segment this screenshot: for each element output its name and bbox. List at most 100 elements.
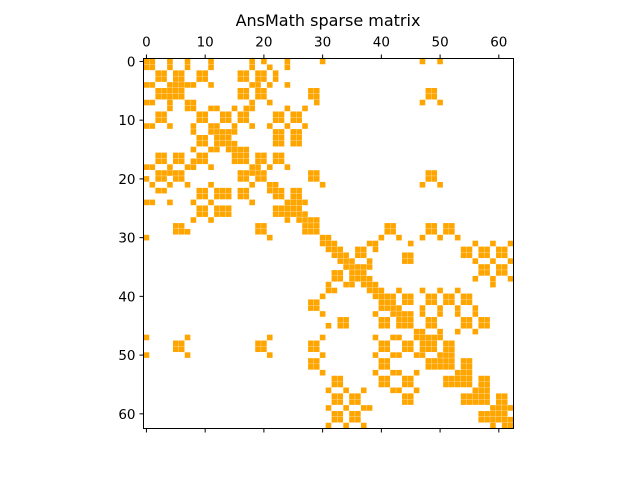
nonzero-marker <box>443 358 449 364</box>
nonzero-marker <box>225 140 232 147</box>
nonzero-marker <box>237 70 244 76</box>
nonzero-marker <box>501 411 508 417</box>
nonzero-marker <box>308 358 314 364</box>
nonzero-marker <box>390 369 396 376</box>
nonzero-marker <box>402 322 408 329</box>
nonzero-marker <box>190 123 197 129</box>
nonzero-marker <box>308 93 314 100</box>
nonzero-marker <box>325 287 332 294</box>
nonzero-marker <box>437 58 443 65</box>
nonzero-marker <box>202 70 208 76</box>
nonzero-marker <box>384 340 391 347</box>
nonzero-marker <box>355 270 361 276</box>
nonzero-marker <box>490 240 496 247</box>
nonzero-marker <box>407 399 414 405</box>
nonzero-marker <box>466 399 473 405</box>
nonzero-marker <box>331 411 338 417</box>
nonzero-marker <box>425 299 432 306</box>
nonzero-marker <box>313 170 320 176</box>
nonzero-marker <box>208 82 214 88</box>
nonzero-marker <box>278 111 285 118</box>
nonzero-marker <box>466 381 473 388</box>
nonzero-marker <box>396 369 402 376</box>
nonzero-marker <box>149 199 156 206</box>
nonzero-marker <box>496 246 502 253</box>
nonzero-marker <box>425 176 432 182</box>
nonzero-marker <box>472 240 479 247</box>
nonzero-marker <box>425 317 432 323</box>
nonzero-marker <box>454 287 461 294</box>
nonzero-marker <box>302 123 308 129</box>
nonzero-marker <box>272 205 279 212</box>
nonzero-marker <box>255 228 261 235</box>
nonzero-marker <box>196 205 203 212</box>
y-tick-label: 40 <box>118 289 135 305</box>
nonzero-marker <box>396 305 402 311</box>
nonzero-marker <box>396 311 402 317</box>
nonzero-marker <box>261 152 267 159</box>
nonzero-marker <box>284 164 291 170</box>
nonzero-marker <box>407 393 414 399</box>
nonzero-marker <box>167 58 173 65</box>
nonzero-marker <box>290 111 297 118</box>
nonzero-marker <box>167 93 173 100</box>
nonzero-marker <box>425 322 432 329</box>
nonzero-marker <box>425 223 432 229</box>
nonzero-marker <box>272 158 279 165</box>
nonzero-marker <box>384 223 391 229</box>
nonzero-marker <box>425 358 432 364</box>
nonzero-marker <box>402 393 408 399</box>
nonzero-marker <box>413 352 420 358</box>
nonzero-marker <box>173 88 179 94</box>
nonzero-marker <box>390 228 396 235</box>
nonzero-marker <box>272 193 279 200</box>
nonzero-marker <box>325 322 332 329</box>
nonzero-marker <box>484 416 490 423</box>
nonzero-marker <box>219 111 226 118</box>
nonzero-marker <box>402 258 408 264</box>
nonzero-marker <box>243 105 250 112</box>
nonzero-marker <box>313 176 320 182</box>
nonzero-marker <box>331 287 338 294</box>
nonzero-marker <box>196 111 203 118</box>
nonzero-marker <box>337 381 344 388</box>
nonzero-marker <box>173 223 179 229</box>
nonzero-marker <box>272 187 279 194</box>
nonzero-marker <box>407 346 414 353</box>
nonzero-marker <box>155 117 161 123</box>
nonzero-marker <box>390 293 396 300</box>
nonzero-marker <box>184 99 191 106</box>
nonzero-marker <box>225 134 232 141</box>
nonzero-marker <box>507 405 514 411</box>
nonzero-marker <box>366 287 373 294</box>
nonzero-marker <box>407 340 414 347</box>
nonzero-marker <box>325 281 332 288</box>
nonzero-marker <box>290 140 297 147</box>
nonzero-marker <box>484 399 490 405</box>
nonzero-marker <box>272 129 279 135</box>
x-tick-label: 60 <box>490 35 507 51</box>
nonzero-marker <box>443 340 449 347</box>
nonzero-marker <box>255 340 261 347</box>
nonzero-marker <box>343 281 349 288</box>
nonzero-marker <box>496 405 502 411</box>
nonzero-marker <box>296 187 302 194</box>
nonzero-marker <box>360 275 367 282</box>
nonzero-marker <box>249 105 255 112</box>
nonzero-marker <box>237 193 244 200</box>
nonzero-marker <box>378 317 385 323</box>
nonzero-marker <box>278 187 285 194</box>
nonzero-marker <box>443 364 449 370</box>
nonzero-marker <box>196 117 203 123</box>
nonzero-marker <box>225 205 232 212</box>
nonzero-marker <box>319 240 326 247</box>
nonzero-marker <box>372 281 379 288</box>
nonzero-marker <box>266 82 273 88</box>
y-tick-label: 0 <box>127 54 136 70</box>
nonzero-marker <box>143 164 150 170</box>
nonzero-marker <box>219 134 226 141</box>
nonzero-marker <box>202 187 208 194</box>
nonzero-marker <box>178 340 185 347</box>
nonzero-marker <box>478 264 484 270</box>
nonzero-marker <box>173 170 179 176</box>
